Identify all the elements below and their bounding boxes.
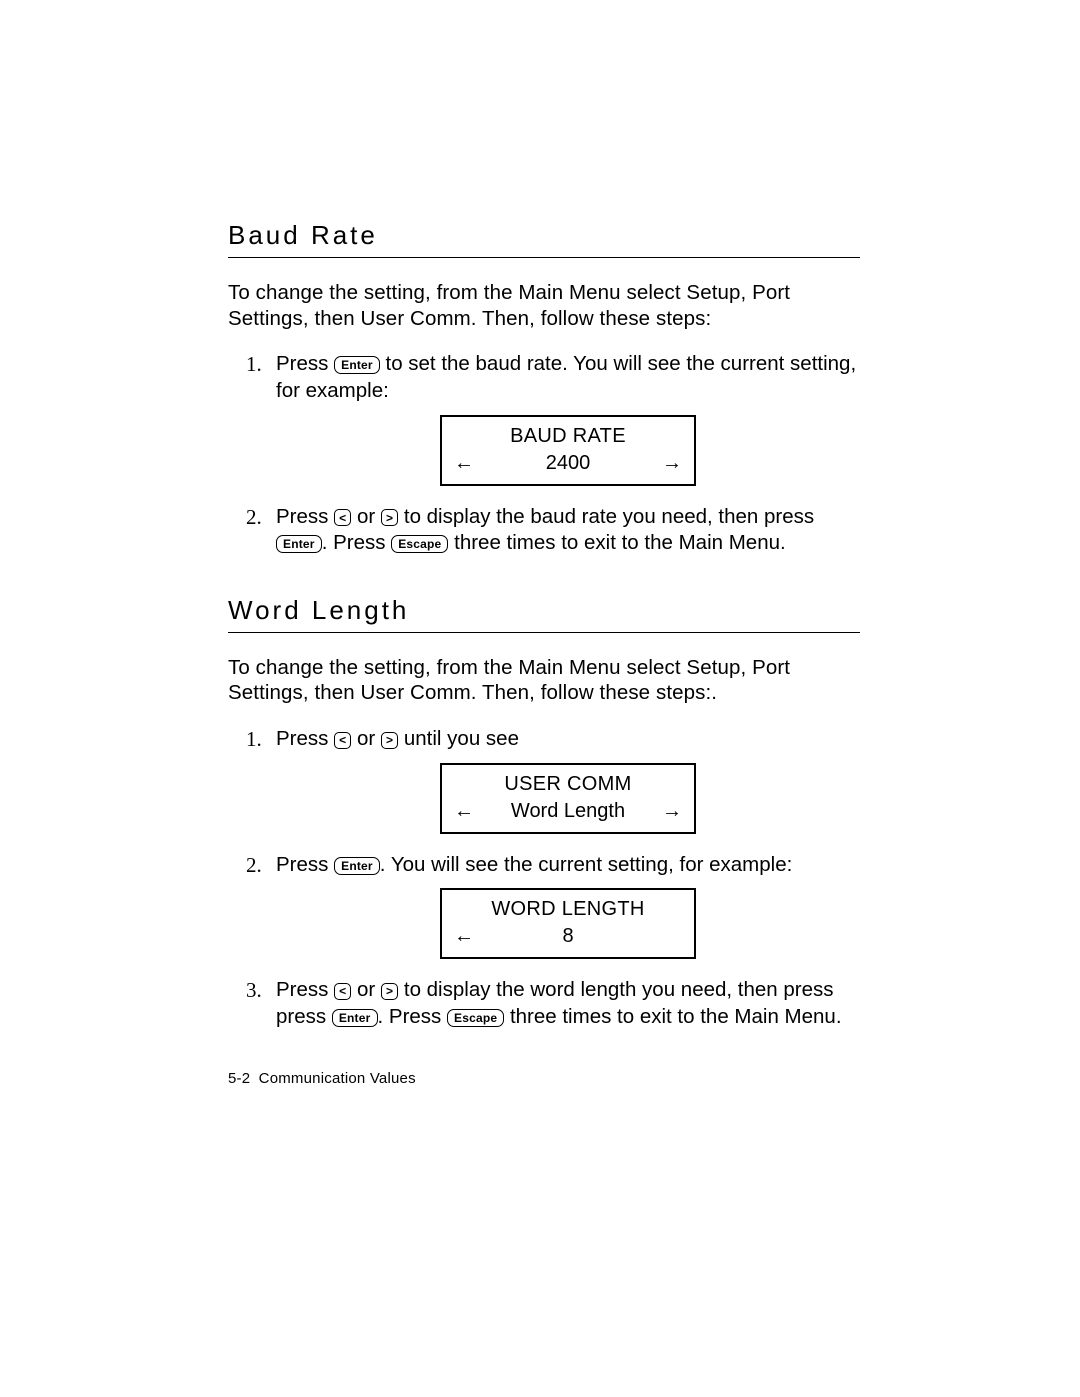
step-3: 3. Press < or > to display the word leng… [246,977,860,1030]
page-footer: 5-2 Communication Values [228,1070,416,1087]
lcd-value: Word Length [474,798,662,824]
step-3-press: press [276,1005,332,1028]
step-1-text-b: or [351,727,381,750]
section-title-word-length: Word Length [228,595,860,626]
left-key-icon: < [334,732,351,749]
step-3-text-c: to display the word length you need, the… [398,978,833,1001]
step-number: 1. [246,726,262,753]
left-key-icon: < [334,983,351,1000]
lcd-line2: ← 8 → [452,923,684,949]
right-key-icon: > [381,983,398,1000]
lcd-line1: WORD LENGTH [452,896,684,922]
arrow-right-icon: → [662,450,682,476]
intro-paragraph-word-length: To change the setting, from the Main Men… [228,655,860,706]
step-2-text-a: Press [276,505,334,528]
right-key-icon: > [381,732,398,749]
step-3-text-e: three times to exit to the Main Menu. [504,1005,841,1028]
step-1: 1. Press Enter to set the baud rate. You… [246,351,860,485]
step-3-text-a: Press [276,978,334,1001]
step-2: 2. Press Enter. You will see the current… [246,852,860,960]
section-rule [228,257,860,258]
step-2-text-e: three times to exit to the Main Menu. [448,531,785,554]
step-number: 2. [246,852,262,879]
enter-key-icon: Enter [276,535,322,553]
step-1-text-a: Press [276,727,334,750]
intro-paragraph-baud: To change the setting, from the Main Men… [228,280,860,331]
step-3-text-b: or [351,978,381,1001]
enter-key-icon: Enter [332,1009,378,1027]
section-rule [228,632,860,633]
arrow-left-icon: ← [454,923,474,949]
lcd-line2: ← 2400 → [452,450,684,476]
arrow-right-icon: → [662,798,682,824]
enter-key-icon: Enter [334,857,380,875]
step-1-text-c: until you see [398,727,519,750]
lcd-line1: USER COMM [452,771,684,797]
steps-word-length: 1. Press < or > until you see USER COMM … [228,726,860,1031]
left-key-icon: < [334,509,351,526]
step-1: 1. Press < or > until you see USER COMM … [246,726,860,834]
escape-key-icon: Escape [447,1009,504,1027]
steps-baud-rate: 1. Press Enter to set the baud rate. You… [228,351,860,557]
lcd-value: 8 [474,923,662,949]
escape-key-icon: Escape [391,535,448,553]
step-2: 2. Press < or > to display the baud rate… [246,504,860,557]
page-number: 5-2 [228,1070,250,1087]
step-2-text-c: to display the baud rate you need, then … [398,505,814,528]
section-title-baud-rate: Baud Rate [228,220,860,251]
step-3-text-d: . Press [378,1005,448,1028]
step-2-text-d: . Press [322,531,392,554]
arrow-left-icon: ← [454,798,474,824]
step-2-text-a: Press [276,853,334,876]
lcd-value: 2400 [474,450,662,476]
lcd-display-user-comm: USER COMM ← Word Length → [440,763,696,834]
step-1-text-a: Press [276,352,334,375]
lcd-line1: BAUD RATE [452,423,684,449]
lcd-line2: ← Word Length → [452,798,684,824]
step-2-text-b: or [351,505,381,528]
footer-title: Communication Values [259,1070,416,1087]
lcd-display-word-length: WORD LENGTH ← 8 → [440,888,696,959]
right-key-icon: > [381,509,398,526]
step-2-text-b: . You will see the current setting, for … [380,853,793,876]
lcd-display-baud-rate: BAUD RATE ← 2400 → [440,415,696,486]
step-number: 2. [246,504,262,531]
arrow-left-icon: ← [454,450,474,476]
step-number: 3. [246,977,262,1004]
page: Baud Rate To change the setting, from th… [0,0,1080,1397]
enter-key-icon: Enter [334,356,380,374]
step-number: 1. [246,351,262,378]
